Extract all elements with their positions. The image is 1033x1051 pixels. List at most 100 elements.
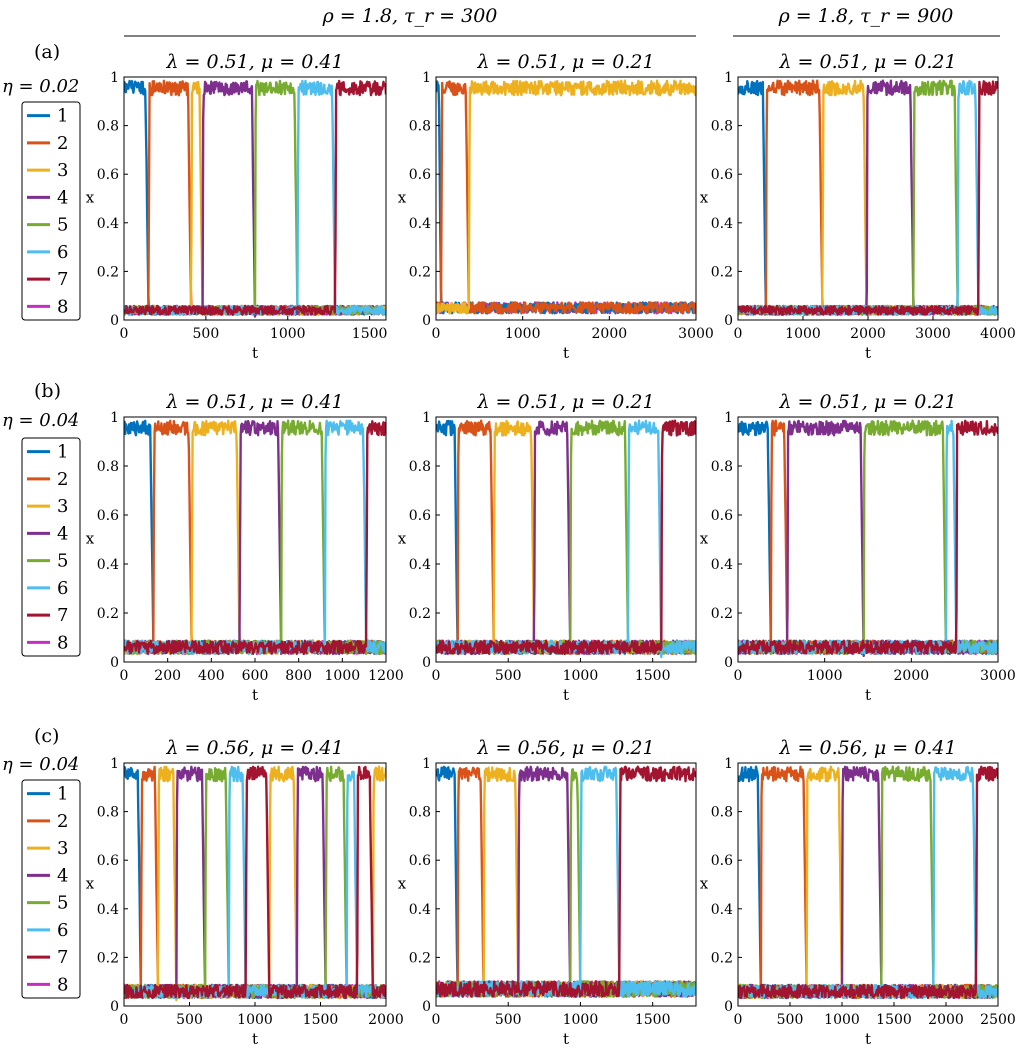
x-tick-label: 3000 bbox=[678, 326, 714, 342]
eta-label: η = 0.02 bbox=[2, 76, 79, 97]
legend-entry: 5 bbox=[57, 215, 68, 236]
series-line bbox=[436, 766, 696, 998]
y-tick-label: 1 bbox=[724, 70, 733, 86]
legend: 1 2 3 4 5 6 7 8 bbox=[21, 779, 81, 999]
x-axis-label: t bbox=[252, 344, 258, 362]
series-line bbox=[436, 765, 696, 998]
series-line bbox=[124, 765, 386, 1000]
series-line bbox=[738, 419, 998, 658]
y-axis-label: x bbox=[700, 875, 709, 893]
y-tick-label: 0.6 bbox=[409, 508, 431, 524]
x-axis-label: t bbox=[563, 344, 569, 362]
series-line bbox=[436, 80, 696, 315]
series-line bbox=[738, 765, 998, 1000]
legend-box bbox=[21, 437, 81, 657]
panel-title: λ = 0.51, μ = 0.21 bbox=[476, 51, 654, 73]
x-tick-label: 2000 bbox=[368, 1012, 404, 1028]
group-header: ρ = 1.8, τ_r = 900 bbox=[778, 5, 954, 27]
y-tick-label: 0.2 bbox=[711, 264, 733, 280]
x-tick-label: 3000 bbox=[915, 326, 951, 342]
x-tick-label: 500 bbox=[495, 668, 522, 684]
panel-title: λ = 0.56, μ = 0.41 bbox=[778, 737, 956, 759]
y-tick-label: 0 bbox=[110, 999, 119, 1015]
legend-entry: 6 bbox=[57, 920, 68, 941]
legend-entry: 5 bbox=[57, 551, 68, 572]
panel-row-label: (c) bbox=[34, 725, 59, 747]
line-chart-panel: λ = 0.51, μ = 0.21 0 1000 2000 3000 0 0.2 0.4 0.… bbox=[398, 51, 714, 362]
x-axis-label: t bbox=[563, 686, 569, 704]
legend-entry: 1 bbox=[57, 784, 68, 805]
y-tick-label: 0.6 bbox=[409, 167, 431, 183]
x-tick-label: 0 bbox=[734, 326, 743, 342]
legend-entry: 3 bbox=[57, 160, 68, 181]
series-line bbox=[124, 79, 386, 316]
x-axis-label: t bbox=[563, 1030, 569, 1048]
x-tick-label: 0 bbox=[120, 668, 129, 684]
y-tick-label: 0.4 bbox=[711, 216, 733, 232]
x-axis-label: t bbox=[252, 686, 258, 704]
x-tick-label: 2000 bbox=[928, 1012, 964, 1028]
y-tick-label: 0 bbox=[110, 655, 119, 671]
legend-entry: 3 bbox=[57, 838, 68, 859]
series-line bbox=[738, 765, 998, 1000]
x-tick-label: 1500 bbox=[352, 326, 388, 342]
legend-entry: 6 bbox=[57, 242, 68, 263]
x-tick-label: 0 bbox=[432, 326, 441, 342]
row-labels: (a) η = 0.02 (b) η = 0.04 (c) η = 0.04 bbox=[2, 41, 79, 775]
line-chart-panel: λ = 0.56, μ = 0.21 0 500 1000 1500 0 0.2 0.4 0.6… bbox=[398, 737, 697, 1048]
x-tick-label: 0 bbox=[432, 1012, 441, 1028]
series-line bbox=[436, 765, 696, 998]
series-line bbox=[124, 419, 386, 656]
panel-row-label: (a) bbox=[34, 41, 60, 63]
x-axis-label: t bbox=[252, 1030, 258, 1048]
y-tick-label: 1 bbox=[110, 410, 119, 426]
y-tick-label: 0.4 bbox=[409, 902, 431, 918]
legend-entry: 8 bbox=[57, 974, 68, 995]
series-line bbox=[436, 80, 696, 315]
y-tick-label: 0.2 bbox=[409, 264, 431, 280]
x-tick-label: 0 bbox=[734, 1012, 743, 1028]
y-tick-label: 0.4 bbox=[97, 216, 119, 232]
panel-title: λ = 0.51, μ = 0.21 bbox=[476, 391, 654, 413]
series-line bbox=[738, 419, 998, 655]
x-tick-label: 0 bbox=[432, 668, 441, 684]
y-tick-label: 0.8 bbox=[97, 805, 119, 821]
y-tick-label: 0.8 bbox=[711, 119, 733, 135]
x-axis-label: t bbox=[865, 686, 871, 704]
axes-box bbox=[435, 76, 697, 321]
y-tick-label: 0.4 bbox=[409, 557, 431, 573]
legend-entry: 8 bbox=[57, 296, 68, 317]
series-line bbox=[738, 420, 998, 656]
panel-row-label: (b) bbox=[34, 380, 61, 402]
panel-title: λ = 0.51, μ = 0.41 bbox=[165, 391, 343, 413]
y-axis-label: x bbox=[398, 875, 407, 893]
y-tick-label: 0.4 bbox=[97, 902, 119, 918]
x-tick-label: 800 bbox=[285, 668, 312, 684]
series-line bbox=[436, 768, 696, 998]
x-tick-label: 0 bbox=[734, 668, 743, 684]
y-tick-label: 1 bbox=[110, 756, 119, 772]
y-tick-label: 0.6 bbox=[711, 508, 733, 524]
series-line bbox=[124, 419, 386, 656]
legend-entry: 1 bbox=[57, 106, 68, 127]
legend-entry: 3 bbox=[57, 496, 68, 517]
panel-title: λ = 0.56, μ = 0.41 bbox=[165, 737, 343, 759]
y-tick-label: 0.2 bbox=[97, 606, 119, 622]
y-tick-label: 0.6 bbox=[711, 853, 733, 869]
panel-title: λ = 0.56, μ = 0.21 bbox=[476, 737, 654, 759]
series-line bbox=[124, 419, 386, 656]
y-tick-label: 0.8 bbox=[711, 805, 733, 821]
legend: 1 2 3 4 5 6 7 8 bbox=[21, 437, 81, 657]
x-tick-label: 1000 bbox=[563, 1012, 599, 1028]
x-tick-label: 1000 bbox=[807, 668, 843, 684]
y-tick-label: 0.4 bbox=[711, 557, 733, 573]
x-tick-label: 1500 bbox=[635, 668, 671, 684]
series-line bbox=[738, 419, 998, 656]
x-tick-label: 1000 bbox=[505, 326, 541, 342]
panel-title: λ = 0.51, μ = 0.21 bbox=[778, 51, 956, 73]
x-tick-label: 500 bbox=[176, 1012, 203, 1028]
line-chart-panel: λ = 0.56, μ = 0.41 0 500 1000 1500 2000 0 0.2 0.… bbox=[86, 737, 404, 1048]
series-line bbox=[124, 420, 386, 656]
panels: λ = 0.51, μ = 0.410 500 1000 150000.20.40.6… bbox=[86, 51, 1016, 1048]
